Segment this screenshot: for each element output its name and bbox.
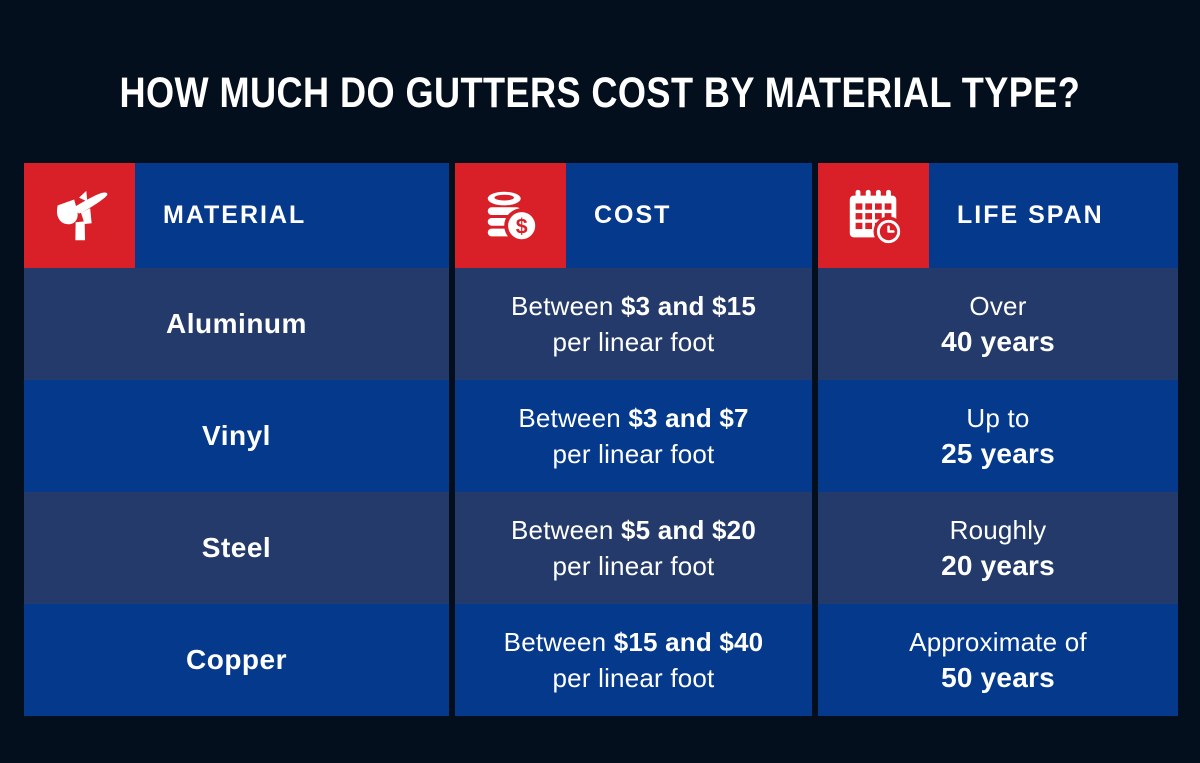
life-span-qualifier: Approximate of: [909, 627, 1087, 657]
page-title-text: HOW MUCH DO GUTTERS COST BY MATERIAL TYP…: [119, 69, 1081, 117]
life-span-header-label: LIFE SPAN: [929, 163, 1178, 268]
cost-range-line: Between $3 and $7: [518, 403, 749, 433]
cost-range-line: Between $5 and $20: [511, 515, 756, 545]
coins-dollar-icon: $: [487, 191, 539, 243]
cost-range-line: Between $3 and $15: [511, 291, 756, 321]
cost-unit-line: per linear foot: [552, 327, 715, 357]
material-column: MATERIAL Aluminum Vinyl Steel Copper: [24, 163, 449, 716]
life-span-value: 50 years: [941, 662, 1055, 693]
material-icon-box: [24, 163, 135, 268]
page-title: HOW MUCH DO GUTTERS COST BY MATERIAL TYP…: [0, 69, 1200, 118]
cost-icon-box: $: [455, 163, 566, 268]
material-cell-vinyl: Vinyl: [24, 380, 449, 492]
cost-header-label: COST: [566, 163, 812, 268]
life-span-cell-vinyl: Up to 25 years: [818, 380, 1178, 492]
cost-unit-line: per linear foot: [552, 663, 715, 693]
material-cell-copper: Copper: [24, 604, 449, 716]
life-span-cell-steel: Roughly 20 years: [818, 492, 1178, 604]
gutter-cost-table: MATERIAL Aluminum Vinyl Steel Copper: [24, 163, 1178, 716]
cost-unit-line: per linear foot: [552, 439, 715, 469]
cost-header: $ COST: [455, 163, 812, 268]
life-span-header: LIFE SPAN: [818, 163, 1178, 268]
material-header: MATERIAL: [24, 163, 449, 268]
life-span-icon-box: [818, 163, 929, 268]
calendar-clock-icon: [849, 189, 904, 247]
material-header-label: MATERIAL: [135, 163, 449, 268]
material-name: Aluminum: [166, 308, 307, 339]
life-span-qualifier: Over: [969, 291, 1027, 321]
material-name: Vinyl: [202, 420, 271, 451]
cost-cell-aluminum: Between $3 and $15 per linear foot: [455, 268, 812, 380]
life-span-qualifier: Roughly: [949, 515, 1047, 545]
life-span-value: 40 years: [941, 326, 1055, 357]
svg-text:$: $: [515, 214, 527, 238]
material-name: Copper: [186, 644, 287, 675]
cost-unit-line: per linear foot: [552, 551, 715, 581]
gutter-icon: [56, 190, 107, 240]
life-span-cell-aluminum: Over 40 years: [818, 268, 1178, 380]
cost-cell-vinyl: Between $3 and $7 per linear foot: [455, 380, 812, 492]
life-span-value: 20 years: [941, 550, 1055, 581]
cost-cell-steel: Between $5 and $20 per linear foot: [455, 492, 812, 604]
material-cell-steel: Steel: [24, 492, 449, 604]
life-span-qualifier: Up to: [966, 403, 1030, 433]
life-span-value: 25 years: [941, 438, 1055, 469]
material-cell-aluminum: Aluminum: [24, 268, 449, 380]
life-span-cell-copper: Approximate of 50 years: [818, 604, 1178, 716]
cost-column: $ COST Between $3 and $15 per linear foo…: [455, 163, 812, 716]
cost-cell-copper: Between $15 and $40 per linear foot: [455, 604, 812, 716]
cost-range-line: Between $15 and $40: [503, 627, 764, 657]
material-name: Steel: [201, 532, 272, 563]
life-span-column: LIFE SPAN Over 40 years Up to 25 years R…: [818, 163, 1178, 716]
